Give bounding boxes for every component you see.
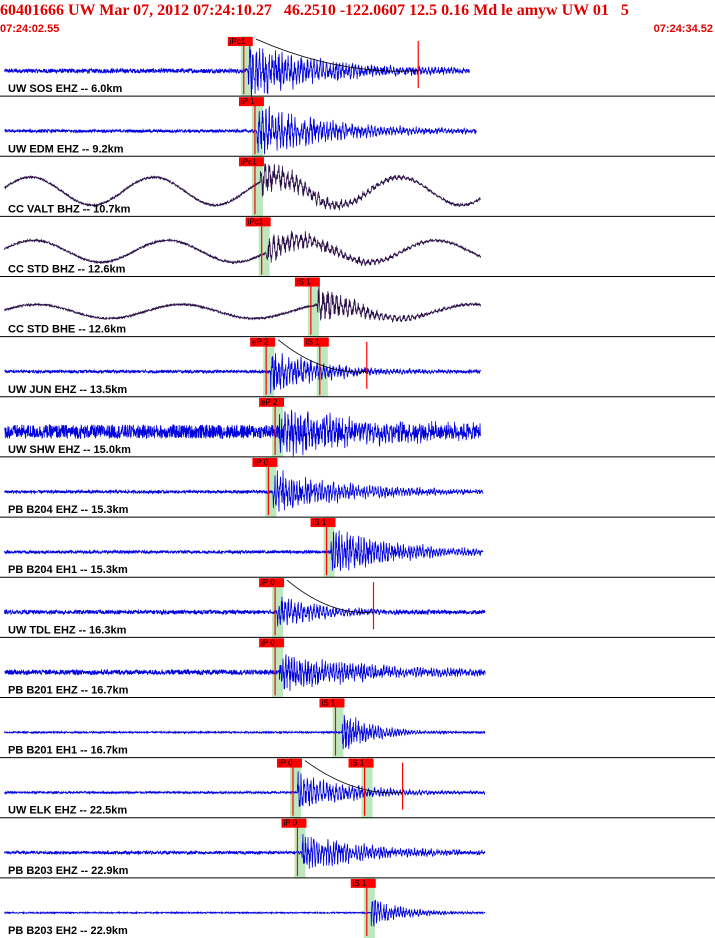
waveform-trace — [4, 899, 486, 927]
end-time: 07:24:34.52 — [653, 23, 713, 35]
p-pick-flag — [250, 337, 276, 347]
p-pick-label: iP 0 — [279, 759, 293, 768]
seismogram-plot: iPc1 UW SOS EHZ -- 6.0km iP 1 UW EDM EHZ --… — [0, 36, 715, 938]
waveform-trace — [4, 470, 484, 512]
trace-label: CC STD BHE -- 12.6km — [8, 324, 126, 336]
pick-highlight-band — [332, 697, 344, 758]
p-pick-label: iP 0 — [261, 638, 275, 647]
s-pick-label: iS 1 — [351, 759, 365, 768]
trace-label: CC VALT BHZ -- 10.7km — [8, 203, 131, 215]
waveform-trace — [4, 530, 484, 572]
pick-highlight-band — [251, 156, 263, 217]
trace-label: PB B203 EHZ -- 22.9km — [8, 865, 129, 877]
trace-label: UW JUN EHZ -- 13.5km — [8, 384, 127, 396]
p-pick-label: eP 2 — [261, 398, 278, 407]
waveform-trace — [4, 654, 486, 692]
start-time: 07:24:02.55 — [0, 23, 60, 35]
coda-decay-curve — [304, 760, 403, 794]
s-pick-flag — [319, 698, 345, 708]
trace-label: UW TDL EHZ -- 16.3km — [8, 624, 127, 636]
p-pick-label: iPc1 — [248, 217, 264, 226]
waveform-trace — [4, 43, 470, 98]
pick-highlight-band — [361, 757, 373, 818]
p-pick-flag — [238, 157, 264, 167]
p-pick-flag — [238, 97, 264, 107]
waveform-trace — [4, 353, 481, 394]
waveform-trace — [4, 771, 486, 807]
waveform-trace — [4, 596, 486, 627]
s-pick-flag — [294, 277, 320, 287]
waveform-trace — [4, 163, 481, 211]
p-pick-label: iPc1 — [230, 37, 246, 46]
s-pick-flag — [348, 758, 374, 768]
trace-label: UW ELK EHZ -- 22.5km — [8, 805, 127, 817]
s-pick-label: iS 1 — [297, 278, 311, 287]
p-pick-label: iP 0 — [254, 458, 268, 467]
coda-decay-curve — [277, 339, 367, 373]
s-pick-label: iS 1 — [321, 698, 335, 707]
waveform-trace — [4, 286, 481, 323]
trace-label: PB B204 EH1 -- 15.3km — [8, 564, 128, 576]
waveform-trace — [4, 714, 486, 750]
s-pick-label: iS 1 — [313, 518, 327, 527]
waveform-trace — [4, 106, 477, 155]
trace-label: CC STD BHZ -- 12.6km — [8, 264, 126, 276]
p-pick-flag — [259, 397, 285, 407]
trace-label: PB B203 EH2 -- 22.9km — [8, 925, 128, 937]
s-pick-flag — [303, 337, 329, 347]
p-pick-flag — [276, 758, 302, 768]
p-pick-label: iP 0 — [283, 819, 297, 828]
trace-label: UW SOS EHZ -- 6.0km — [8, 83, 123, 95]
waveform-trace — [4, 230, 481, 267]
p-pick-label: eP 2 — [252, 338, 269, 347]
pick-highlight-band — [272, 637, 284, 698]
p-pick-flag — [252, 457, 278, 467]
s-pick-label: iS 1 — [353, 879, 367, 888]
pick-highlight-band — [258, 216, 270, 277]
pick-highlight-band — [265, 456, 277, 518]
p-pick-label: iP 0 — [261, 578, 275, 587]
pick-highlight-band — [316, 336, 328, 397]
p-pick-flag — [259, 638, 285, 648]
event-title: 60401666 UW Mar 07, 2012 07:24:10.27 46.… — [0, 2, 629, 19]
p-pick-flag — [281, 818, 307, 828]
pick-highlight-band — [272, 577, 284, 638]
s-pick-flag — [310, 518, 336, 528]
pick-highlight-band — [323, 517, 335, 578]
pick-highlight-band — [240, 36, 252, 97]
pick-highlight-band — [289, 757, 301, 818]
waveform-trace — [4, 834, 486, 869]
coda-decay-curve — [255, 38, 419, 72]
trace-label: PB B201 EHZ -- 16.7km — [8, 684, 129, 696]
p-pick-label: iPc1 — [241, 157, 257, 166]
pick-highlight-band — [363, 877, 375, 938]
pick-highlight-band — [294, 817, 306, 878]
p-pick-label: iP 1 — [241, 97, 255, 106]
coda-decay-curve — [286, 579, 374, 613]
trace-label: PB B204 EHZ -- 15.3km — [8, 504, 129, 516]
pick-highlight-band — [251, 96, 263, 157]
trace-label: UW SHW EHZ -- 15.0km — [8, 444, 131, 456]
trace-label: UW EDM EHZ -- 9.2km — [8, 143, 124, 155]
s-pick-label: iS 1 — [306, 338, 320, 347]
waveform-trace — [4, 409, 481, 458]
pick-highlight-band — [263, 336, 275, 397]
p-pick-flag — [245, 217, 271, 227]
s-pick-flag — [350, 878, 376, 888]
trace-label: PB B201 EH1 -- 16.7km — [8, 745, 128, 757]
p-pick-flag — [227, 37, 253, 46]
p-pick-flag — [259, 578, 285, 588]
